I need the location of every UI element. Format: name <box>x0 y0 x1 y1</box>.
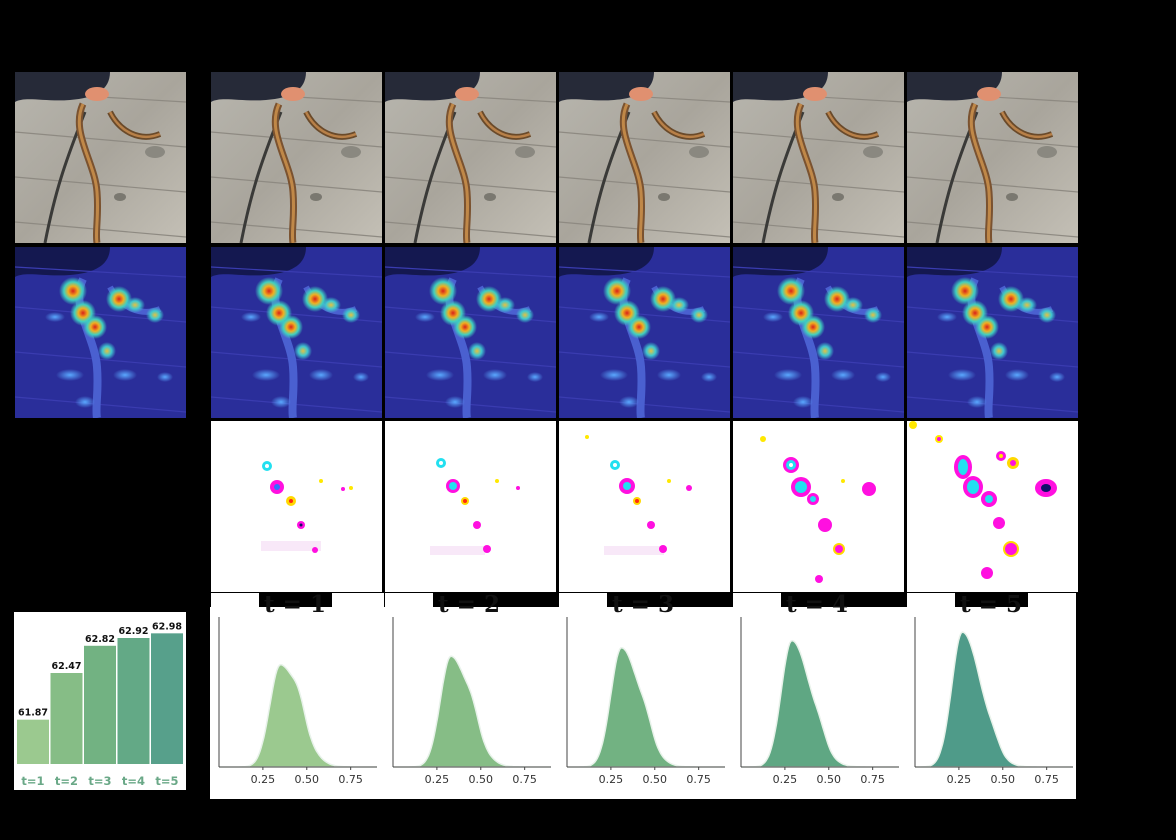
photo-original <box>15 72 186 243</box>
bar-2 <box>50 673 83 764</box>
label-strip <box>559 593 607 608</box>
bar-value-label: 61.87 <box>18 708 48 719</box>
accuracy-bar-chart: 61.87 t=1 62.47 t=2 62.82 t=3 62.92 t=4 62.98 t=5 <box>14 612 186 790</box>
x-tick-label: 0.75 <box>860 773 885 786</box>
x-tick-label: 0.50 <box>295 773 320 786</box>
x-tick-label: 0.75 <box>338 773 363 786</box>
bar-category-label: t=3 <box>88 774 111 788</box>
diffmap-t2 <box>385 421 556 592</box>
density-plot-2: 0.25 0.50 0.75 <box>385 607 556 799</box>
attention-heatmap-icon <box>15 247 186 418</box>
bar-value-label: 62.98 <box>152 621 182 632</box>
x-tick-label: 0.25 <box>773 773 798 786</box>
difference-map-icon <box>760 436 876 583</box>
density-plot-5: 0.25 0.50 0.75 <box>907 607 1078 799</box>
heatmap-t4 <box>733 247 904 418</box>
bar-4 <box>117 638 150 764</box>
density-plot-1: 0.25 0.50 0.75 <box>211 607 382 799</box>
snake-photo-icon <box>211 72 382 243</box>
label-strip <box>332 593 384 608</box>
attention-heatmap-icon <box>385 247 556 418</box>
label-strip <box>733 593 781 608</box>
bar-5 <box>151 633 183 764</box>
density-svg: 0.25 0.50 0.75 <box>566 617 725 786</box>
difference-map-icon <box>261 461 353 553</box>
density-area <box>393 655 551 768</box>
heatmap-original <box>15 247 186 418</box>
heatmap-t2 <box>385 247 556 418</box>
snake-photo-icon <box>907 72 1078 243</box>
density-area <box>915 631 1073 768</box>
snake-photo-icon <box>559 72 730 243</box>
attention-heatmap-icon <box>211 247 382 418</box>
x-tick-label: 0.75 <box>1034 773 1059 786</box>
label-strip <box>211 593 259 608</box>
step-label-1: t = 1 <box>264 591 326 618</box>
attention-heatmap-icon <box>733 247 904 418</box>
label-strip <box>907 593 955 608</box>
x-tick-label: 0.50 <box>643 773 668 786</box>
bar-value-label: 62.82 <box>85 634 115 645</box>
density-plot-3: 0.25 0.50 0.75 <box>559 607 730 799</box>
diffmap-t3 <box>559 421 730 592</box>
heatmap-t1 <box>211 247 382 418</box>
bar-value-label: 62.47 <box>51 661 81 672</box>
x-tick-label: 0.25 <box>251 773 276 786</box>
heatmap-t5 <box>907 247 1078 418</box>
bar-3 <box>84 645 116 764</box>
bar-category-label: t=5 <box>155 774 178 788</box>
difference-map-icon <box>909 421 1057 579</box>
density-area <box>219 663 377 768</box>
step-label-3: t = 3 <box>612 591 674 618</box>
x-tick-label: 0.25 <box>599 773 624 786</box>
x-tick-label: 0.50 <box>817 773 842 786</box>
attention-heatmap-icon <box>559 247 730 418</box>
difference-map-icon <box>430 458 520 555</box>
bar-category-label: t=4 <box>122 774 145 788</box>
step-label-4: t = 4 <box>786 591 848 618</box>
step-label-2: t = 2 <box>438 591 500 618</box>
step-label-5: t = 5 <box>960 591 1022 618</box>
density-svg: 0.25 0.50 0.75 <box>392 617 551 786</box>
density-area <box>741 639 899 768</box>
photo-t4 <box>733 72 904 243</box>
diffmap-t5 <box>907 421 1078 592</box>
label-strip <box>385 593 433 608</box>
snake-photo-icon <box>15 72 186 243</box>
snake-photo-icon <box>385 72 556 243</box>
bar-chart-svg: 61.87 t=1 62.47 t=2 62.82 t=3 62.92 t=4 62.98 t=5 <box>17 621 183 788</box>
bar-category-label: t=1 <box>21 774 44 788</box>
attention-heatmap-icon <box>907 247 1078 418</box>
photo-t3 <box>559 72 730 243</box>
diffmap-t4 <box>733 421 904 592</box>
x-tick-label: 0.50 <box>469 773 494 786</box>
bar-1 <box>17 719 49 764</box>
density-svg: 0.25 0.50 0.75 <box>740 617 899 786</box>
x-tick-label: 0.25 <box>425 773 450 786</box>
label-strip <box>1028 593 1076 608</box>
density-area <box>567 647 725 768</box>
x-tick-label: 0.75 <box>512 773 537 786</box>
x-tick-label: 0.25 <box>947 773 972 786</box>
heatmap-t3 <box>559 247 730 418</box>
bar-value-label: 62.92 <box>118 626 148 637</box>
photo-t5 <box>907 72 1078 243</box>
density-svg: 0.25 0.50 0.75 <box>218 617 377 786</box>
diffmap-t1 <box>211 421 382 592</box>
x-tick-label: 0.75 <box>686 773 711 786</box>
difference-map-icon <box>585 435 692 555</box>
density-plot-4: 0.25 0.50 0.75 <box>733 607 904 799</box>
photo-t2 <box>385 72 556 243</box>
density-svg: 0.25 0.50 0.75 <box>914 617 1073 786</box>
x-tick-label: 0.50 <box>991 773 1016 786</box>
bar-category-label: t=2 <box>55 774 78 788</box>
snake-photo-icon <box>733 72 904 243</box>
photo-t1 <box>211 72 382 243</box>
